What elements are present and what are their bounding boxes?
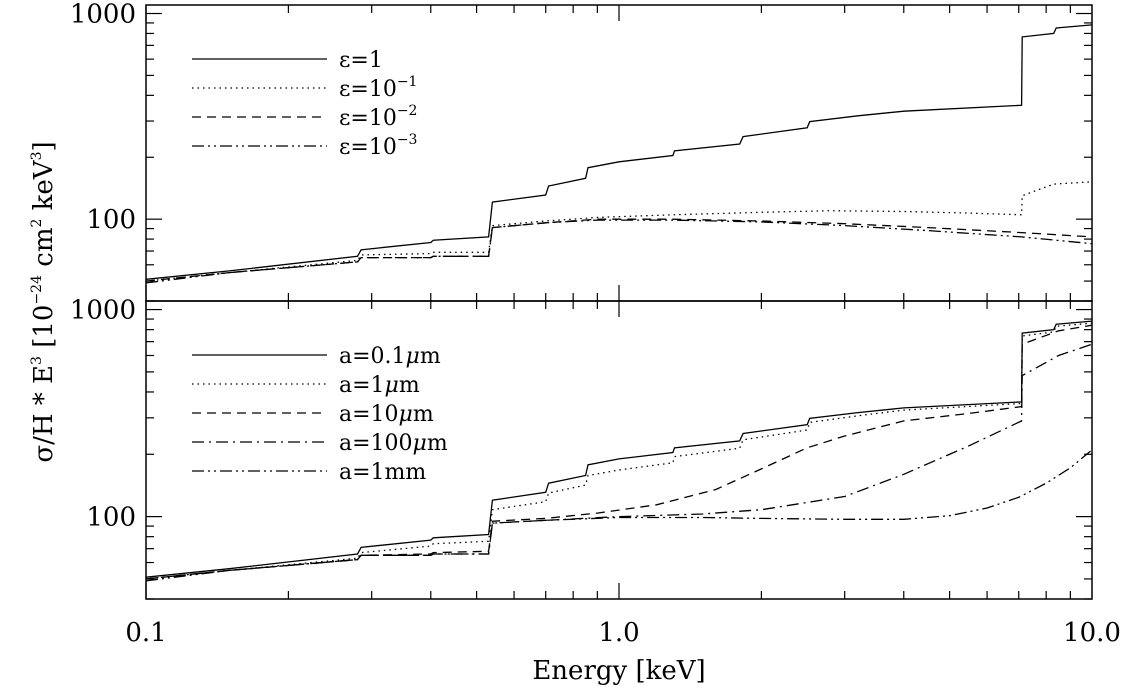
top-panel: 100 1000 ε=1ε=10−1ε=10−2ε=10−3 — [70, 0, 1093, 302]
top-ticks: 100 1000 — [70, 0, 1092, 302]
bottom-series-line-3 — [146, 343, 1092, 580]
bottom-y-tick-label: 1000 — [70, 296, 136, 326]
bottom-legend-label-2: a=10μm — [339, 402, 434, 427]
y-axis-label-part1: σ/H * E — [29, 365, 59, 463]
y-axis-label-sup1: 3 — [29, 356, 45, 365]
top-series-line-2 — [146, 218, 1092, 282]
top-y-tick-label: 100 — [86, 205, 136, 235]
top-series-line-0 — [146, 24, 1092, 280]
y-axis-label-sup2: −24 — [29, 275, 45, 305]
top-series-line-1 — [146, 181, 1092, 282]
top-legend: ε=1ε=10−1ε=10−2ε=10−3 — [192, 48, 417, 160]
y-axis-label-part4: keV — [29, 159, 59, 218]
top-legend-label-1: ε=10−1 — [339, 74, 417, 102]
top-legend-label-3: ε=10−3 — [339, 132, 417, 160]
top-series-line-3 — [146, 219, 1092, 284]
bottom-ticks: 100 1000 0.1 1.0 10.0 — [70, 296, 1121, 648]
top-plot-frame — [145, 4, 1093, 302]
bottom-series-line-1 — [146, 322, 1092, 580]
y-axis-label-part3: cm — [29, 228, 59, 275]
top-legend-label-2: ε=10−2 — [339, 103, 417, 131]
top-legend-label-0: ε=1 — [339, 48, 383, 73]
y-axis-label-part2: [10 — [29, 305, 59, 357]
bottom-series-line-2 — [146, 324, 1092, 580]
bottom-legend: a=0.1μm a=1μm a=10μm a=100μm a=1mm — [192, 344, 448, 485]
y-axis-label-part5: ] — [29, 141, 59, 151]
bottom-x-tick-label: 1.0 — [598, 618, 639, 648]
bottom-series-line-0 — [146, 320, 1092, 578]
y-axis-label: σ/H * E3 [10−24 cm2 keV3] — [29, 141, 59, 462]
x-axis-label: Energy [keV] — [532, 656, 705, 686]
bottom-legend-label-3: a=100μm — [339, 431, 448, 456]
bottom-panel: 100 1000 0.1 1.0 10.0 a=0.1μm a=1μm a=10μm a=10… — [70, 296, 1121, 648]
top-series-lines — [146, 24, 1092, 284]
top-y-tick-label: 1000 — [70, 0, 136, 30]
bottom-series-lines — [146, 320, 1092, 582]
bottom-legend-label-0: a=0.1μm — [339, 344, 441, 369]
bottom-series-line-4 — [146, 449, 1092, 582]
y-axis-label-sup3: 2 — [29, 219, 45, 228]
axis-labels: Energy [keV] σ/H * E3 [10−24 cm2 keV3] — [29, 141, 706, 686]
bottom-legend-label-4: a=1mm — [339, 460, 426, 485]
bottom-legend-label-1: a=1μm — [339, 373, 420, 398]
bottom-y-tick-label: 100 — [86, 503, 136, 533]
bottom-x-tick-label: 10.0 — [1063, 618, 1121, 648]
bottom-x-tick-label: 0.1 — [125, 618, 166, 648]
bottom-plot-frame — [145, 300, 1093, 600]
y-axis-label-sup4: 3 — [29, 151, 45, 160]
